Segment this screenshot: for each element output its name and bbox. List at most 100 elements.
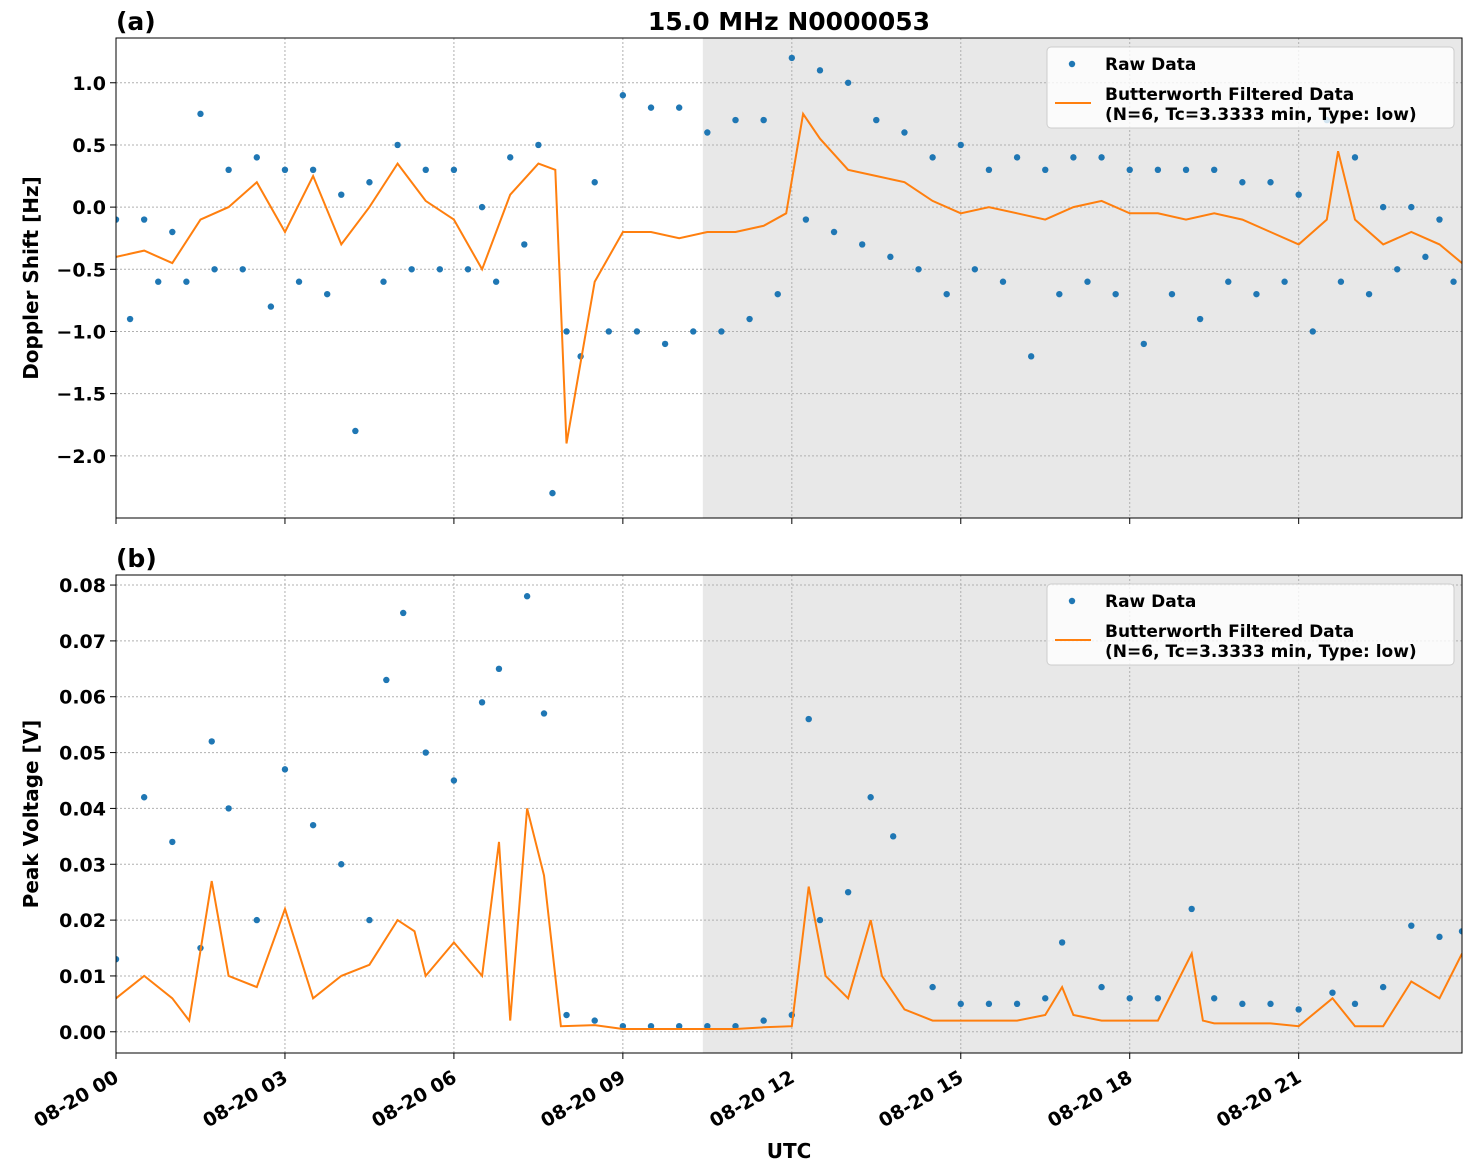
- raw-point: [901, 129, 908, 136]
- filtered-line: [116, 111, 1462, 444]
- raw-point: [1458, 928, 1462, 935]
- raw-point: [1351, 1000, 1359, 1008]
- y-tick-label: −0.5: [56, 259, 106, 281]
- raw-point: [1013, 154, 1021, 161]
- raw-point: [1084, 278, 1091, 285]
- x-tick-label: 08-20 03: [199, 1066, 291, 1132]
- y-tick-label: 0.01: [59, 966, 106, 988]
- legend: Raw Data Butterworth Filtered Data (N=6, T…: [1046, 583, 1455, 666]
- panel: 0.00 0.01 0.02 0.03 0.04 0.05 0.06 0.07 0.08 08-2…: [19, 544, 1463, 1163]
- legend-marker: [1068, 60, 1076, 68]
- x-tick-label: 08-20 06: [368, 1066, 460, 1132]
- raw-point: [760, 1017, 767, 1024]
- raw-point: [704, 1022, 711, 1030]
- raw-point: [422, 166, 429, 174]
- raw-point: [844, 888, 852, 896]
- y-tick-label: 0.02: [59, 910, 106, 932]
- raw-point: [140, 794, 148, 801]
- raw-point: [1042, 166, 1049, 174]
- plot-frame: [115, 37, 1463, 519]
- raw-point: [1056, 290, 1063, 298]
- raw-point: [732, 1022, 739, 1030]
- y-tick-label: 0.06: [59, 687, 106, 709]
- raw-point: [1436, 216, 1443, 223]
- raw-point: [239, 266, 246, 273]
- legend-label: Raw Data: [1105, 55, 1196, 75]
- raw-point: [1408, 203, 1415, 211]
- raw-point: [1253, 290, 1260, 298]
- raw-point: [507, 154, 514, 161]
- raw-point: [540, 710, 548, 717]
- raw-point: [1239, 179, 1246, 186]
- x-tick-label: 08-20 18: [1044, 1066, 1136, 1132]
- raw-point: [1379, 203, 1387, 211]
- raw-point: [1140, 340, 1148, 348]
- raw-point: [805, 715, 812, 723]
- raw-point: [816, 67, 824, 74]
- raw-point: [929, 154, 936, 161]
- raw-point: [155, 278, 162, 285]
- raw-point: [549, 489, 556, 497]
- raw-point: [225, 805, 232, 812]
- raw-point: [183, 278, 190, 285]
- raw-point: [943, 290, 950, 298]
- raw-point: [802, 216, 810, 223]
- legend-box: [1046, 583, 1455, 666]
- raw-point: [746, 315, 753, 323]
- raw-point: [929, 983, 936, 991]
- raw-point: [1267, 179, 1274, 186]
- raw-point: [464, 266, 472, 273]
- panel-label: (a): [116, 7, 156, 36]
- y-axis-label: Peak Voltage [V]: [19, 720, 43, 909]
- raw-point: [523, 593, 531, 600]
- raw-point: [1281, 278, 1288, 285]
- legend-label: Raw Data: [1105, 592, 1196, 612]
- y-tick-label: 0.05: [59, 743, 106, 765]
- raw-point: [309, 821, 317, 829]
- raw-point: [380, 278, 387, 285]
- raw-point: [422, 749, 429, 756]
- raw-point: [495, 665, 503, 673]
- legend-label: Butterworth Filtered Data (N=6, Tc=3.3333…: [1105, 85, 1417, 125]
- raw-point: [844, 79, 852, 86]
- raw-point: [704, 129, 711, 136]
- raw-point: [1211, 166, 1218, 174]
- raw-point: [338, 861, 345, 868]
- raw-point: [957, 1000, 964, 1008]
- y-tick-label: 0.5: [72, 135, 106, 157]
- y-tick-label: 0.00: [59, 1022, 106, 1044]
- raw-point: [619, 92, 627, 99]
- raw-point: [1422, 253, 1429, 261]
- raw-point: [1337, 278, 1345, 285]
- x-tick-label: 08-20 00: [30, 1066, 122, 1132]
- raw-point: [1027, 353, 1035, 360]
- raw-point: [1182, 166, 1190, 174]
- raw-point: [1436, 933, 1443, 941]
- raw-point: [126, 315, 134, 323]
- panel-label: (b): [116, 544, 157, 573]
- raw-point: [1154, 166, 1162, 174]
- chart-title: 15.0 MHz N0000053: [648, 7, 930, 36]
- raw-point: [140, 216, 148, 223]
- raw-point: [889, 833, 897, 840]
- raw-point: [383, 676, 390, 684]
- raw-point: [1295, 1006, 1302, 1013]
- raw-point: [521, 241, 528, 248]
- raw-point: [352, 427, 359, 435]
- x-tick-label: 08-20 15: [875, 1066, 967, 1132]
- raw-point: [1408, 922, 1415, 929]
- raw-point: [887, 253, 894, 261]
- raw-point: [760, 116, 767, 124]
- filtered-line: [116, 808, 1462, 1030]
- raw-point: [1013, 1000, 1021, 1008]
- legend-marker: [1068, 597, 1076, 605]
- y-tick-label: −1.0: [56, 321, 106, 343]
- raw-point: [1225, 278, 1232, 285]
- raw-point: [366, 179, 373, 186]
- raw-point: [281, 166, 289, 174]
- x-tick-label: 08-20 21: [1213, 1066, 1305, 1132]
- raw-point: [591, 179, 598, 186]
- raw-point: [1309, 328, 1316, 335]
- y-tick-label: 0.03: [59, 854, 106, 876]
- raw-point: [999, 278, 1007, 285]
